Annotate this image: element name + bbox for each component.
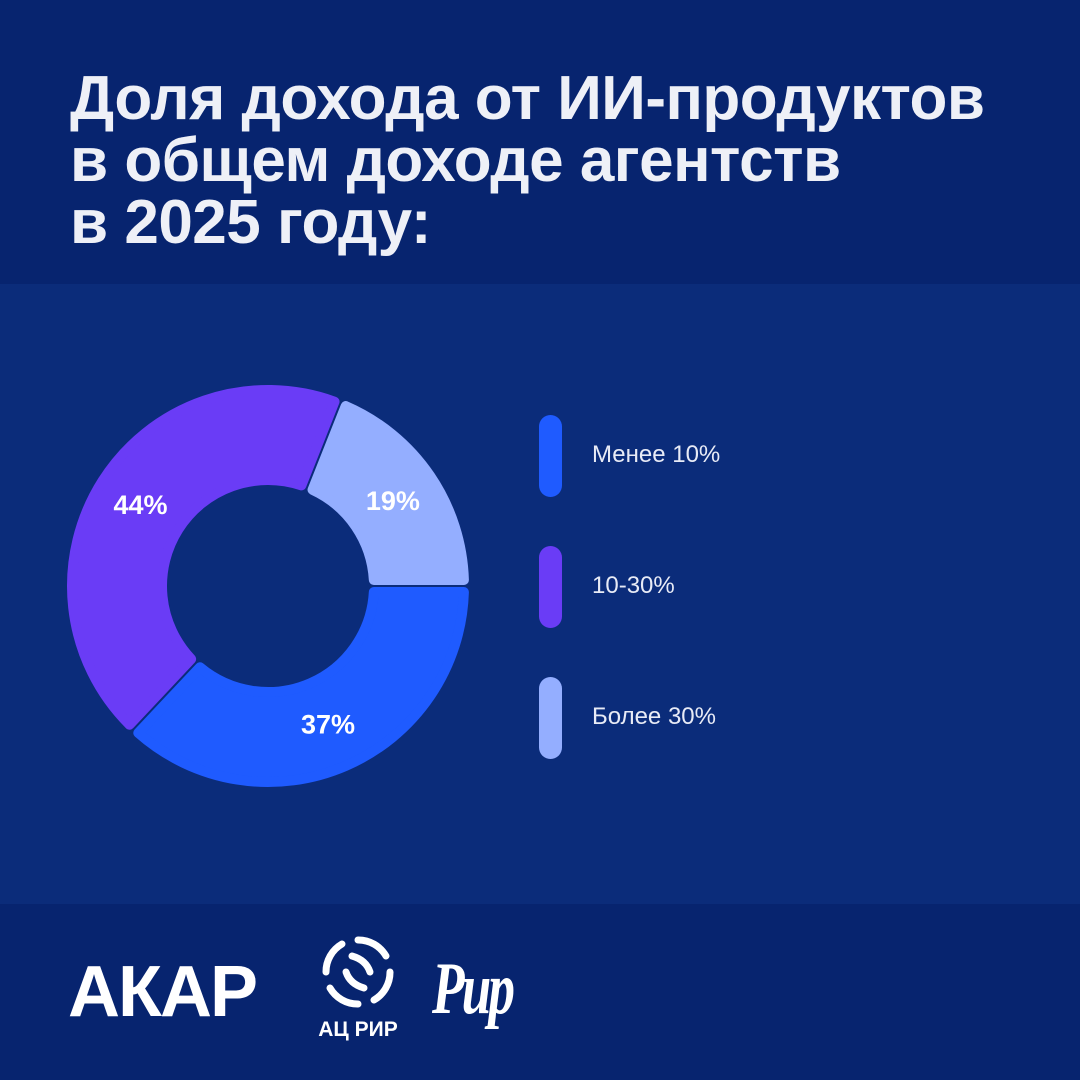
legend-swatch-less-10	[539, 415, 562, 497]
footer: АКАР АЦ РИР Рир	[0, 904, 1080, 1080]
legend-swatch-10-30	[539, 546, 562, 628]
legend-label-10-30: 10-30%	[592, 572, 675, 599]
rir-logo: Рир	[432, 948, 515, 1030]
chart-panel: 37% 44% 19% Менее 10% 10-30% Более 30%	[0, 284, 1080, 904]
page-title-line-2: в общем доходе агентств	[70, 126, 841, 195]
acrir-logo-text: АЦ РИР	[318, 1018, 398, 1041]
donut-label-10-30: 44%	[113, 490, 167, 520]
acrir-logo: АЦ РИР	[312, 926, 404, 1046]
donut-label-less-10: 37%	[301, 710, 355, 740]
akar-logo: АКАР	[68, 952, 258, 1032]
donut-chart: 37% 44% 19%	[67, 385, 469, 787]
legend-label-less-10: Менее 10%	[592, 441, 721, 468]
page-title-line-3: в 2025 году:	[70, 188, 431, 257]
header: Доля дохода от ИИ-продуктов в общем дохо…	[0, 0, 1080, 284]
legend-label-more-30: Более 30%	[592, 703, 716, 730]
donut-label-more-30: 19%	[366, 486, 420, 516]
donut-slice-10-30	[67, 385, 340, 730]
page-title: Доля дохода от ИИ-продуктов в общем дохо…	[70, 68, 1030, 254]
donut-slice-more-30	[307, 401, 469, 586]
donut-slice-less-10	[133, 586, 469, 787]
page-title-line-1: Доля дохода от ИИ-продуктов	[70, 64, 985, 133]
legend-swatch-more-30	[539, 677, 562, 759]
acrir-swirl-icon	[322, 936, 394, 1008]
